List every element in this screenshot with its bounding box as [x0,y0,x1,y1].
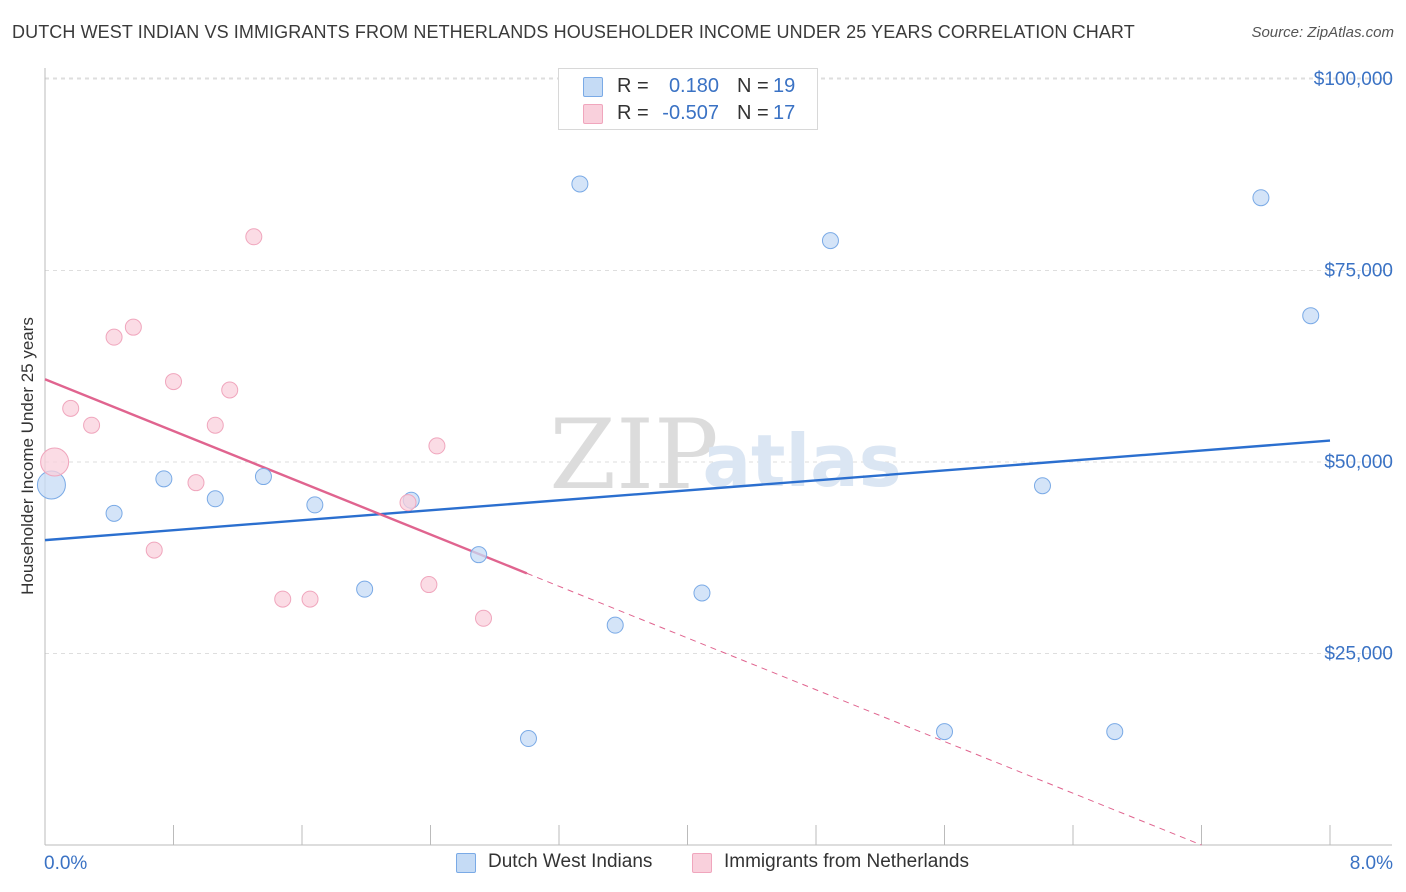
tick-label-layer: $25,000 $50,000 $75,000 $100,000 0.0% 8.0% [44,69,1393,874]
data-point-series-1 [1302,307,1320,325]
watermark-atlas: atlas [702,419,901,503]
data-point-series-1 [936,723,953,741]
legend-n-label: N = [737,102,769,124]
watermark: ZIP atlas [549,399,901,511]
data-point-series-1 [1252,189,1270,207]
legend-r-label: R = [617,102,649,124]
data-point-series-2 [83,416,101,434]
legend-n-value: 17 [773,102,796,124]
y-tick-label: $50,000 [1324,452,1393,473]
trend-line-series-2 [44,378,528,575]
legend-label: Immigrants from Netherlands [724,851,969,872]
data-point-series-2 [428,437,446,455]
data-point-series-2 [62,399,80,417]
legend-swatch-blue [456,853,476,873]
data-point-series-2 [221,381,239,399]
trend-line-extension-series-2 [526,572,1202,846]
data-point-series-2 [420,576,438,594]
y-tick-label: $75,000 [1324,261,1393,282]
y-tick-label: $25,000 [1324,644,1393,665]
legend-r-value: 0.180 [668,75,719,97]
data-point-series-1 [821,232,839,250]
chart-title: DUTCH WEST INDIAN VS IMMIGRANTS FROM NET… [12,22,1135,42]
data-point-series-1 [206,490,224,508]
data-point-series-2 [274,590,292,608]
data-point-series-2 [40,447,70,477]
trend-layer [44,378,1331,846]
data-point-series-2 [206,416,224,434]
data-point-series-1 [693,584,711,602]
y-tick-label: $100,000 [1314,69,1393,90]
x-tick-label: 8.0% [1350,853,1393,874]
data-point-series-1 [1033,477,1051,495]
point-layer [36,175,1320,748]
data-point-series-1 [606,616,624,634]
legend-swatch-pink [692,853,712,873]
watermark-zip: ZIP [549,399,718,511]
data-point-series-2 [475,609,493,627]
legend-r-value: -0.507 [662,102,719,124]
data-point-series-1 [470,546,488,564]
x-tick-label: 0.0% [44,853,87,874]
legend-swatch-blue [583,77,603,97]
data-point-series-1 [105,504,123,522]
data-point-series-2 [165,373,182,391]
legend-row-series1: R = 0.180 N = 19 [559,75,817,99]
legend-row-series2: R = -0.507 N = 17 [559,102,817,126]
data-point-series-2 [105,328,123,346]
legend-n-label: N = [737,75,769,97]
correlation-legend: R = 0.180 N = 19 R = -0.507 N = 17 [558,68,818,130]
legend-r-label: R = [617,75,649,97]
data-point-series-1 [254,468,272,486]
data-point-series-1 [519,730,537,748]
legend-label: Dutch West Indians [488,851,653,872]
data-point-series-2 [145,541,163,559]
grid-layer [45,77,1392,654]
data-point-series-1 [356,580,374,598]
data-point-series-2 [187,474,205,492]
data-point-series-2 [124,318,142,336]
data-point-series-1 [571,175,589,193]
series-legend: Dutch West Indians Immigrants from Nethe… [0,851,1406,877]
source-label: Source: ZipAtlas.com [1251,24,1394,41]
data-point-series-2 [399,494,417,512]
data-point-series-1 [155,470,173,488]
data-point-series-2 [301,590,319,608]
data-point-series-1 [1106,723,1124,741]
data-point-series-1 [306,496,324,514]
legend-swatch-pink [583,104,603,124]
legend-n-value: 19 [773,75,796,97]
data-point-series-2 [245,228,263,246]
trend-line-series-1 [44,439,1331,542]
